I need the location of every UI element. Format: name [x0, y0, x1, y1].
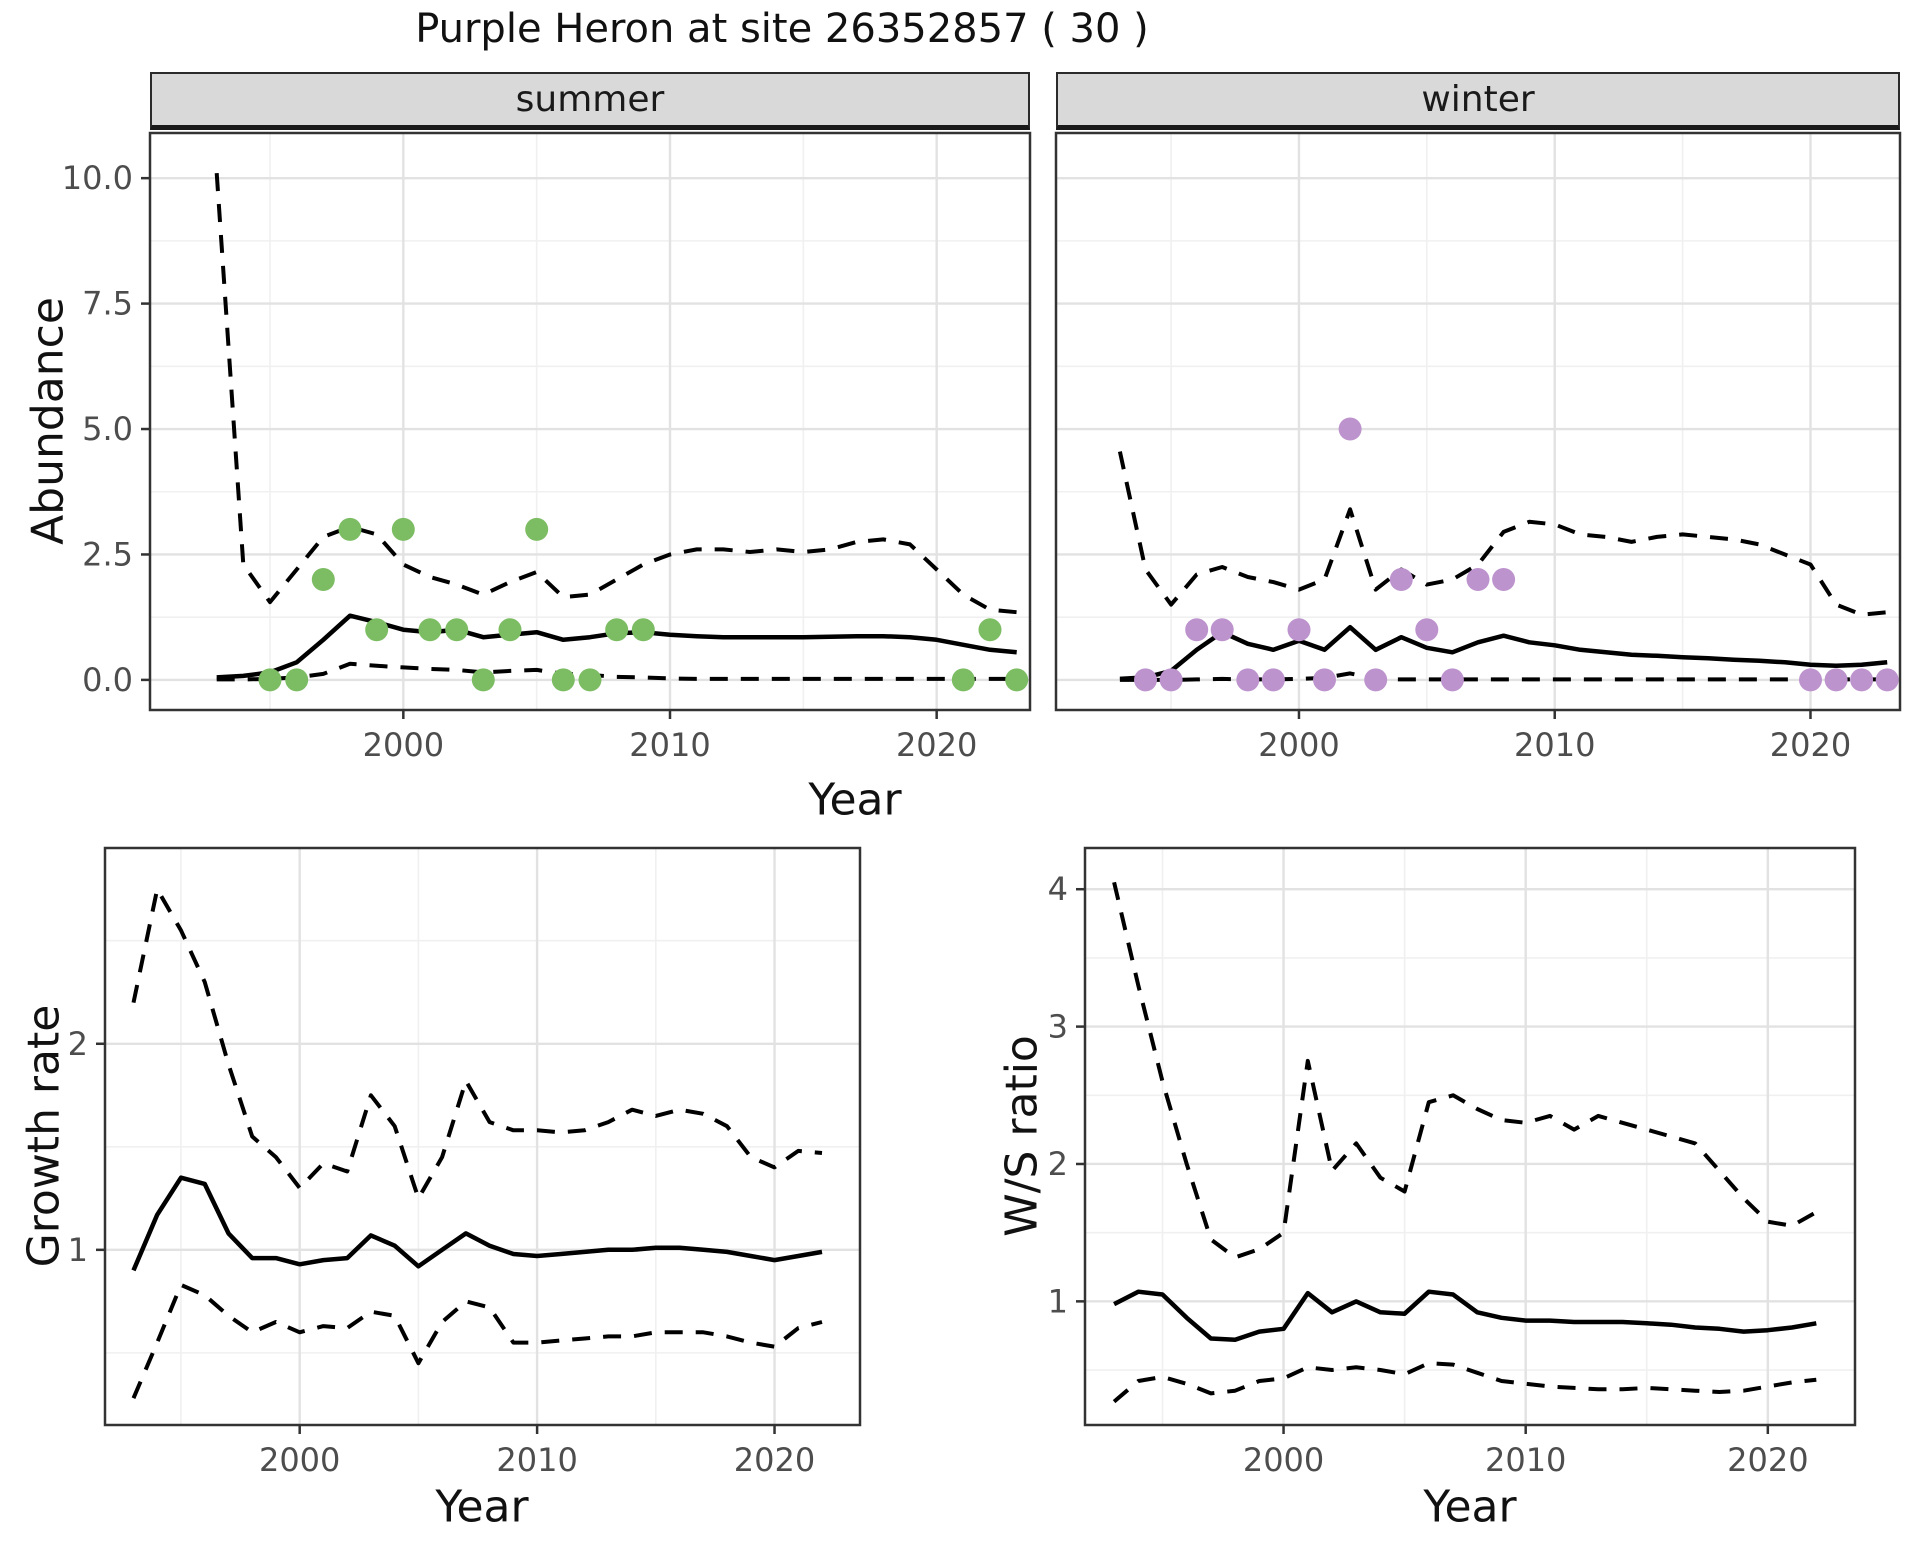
abundance_summer-upper_ci-line: [214, 172, 1017, 615]
y-tick-label: 3: [1048, 1008, 1068, 1046]
y-tick-label: 1: [1048, 1282, 1068, 1320]
observed-counts-summer: [1005, 668, 1029, 692]
x-tick-label: 2020: [734, 1441, 815, 1479]
observed-counts-winter: [1261, 668, 1285, 692]
observed-counts-winter: [1440, 668, 1464, 692]
x-tick-label: 2020: [1770, 726, 1851, 764]
ws_ratio-mean-line: [1113, 1289, 1817, 1343]
y-tick-label: 10.0: [62, 159, 133, 197]
x-tick-label: 2010: [629, 726, 710, 764]
y-tick-label: 2: [68, 1025, 88, 1063]
abundance_summer-panel-border: [148, 131, 1032, 712]
observed-counts-summer: [471, 668, 495, 692]
growth_rate-panel-border: [103, 846, 862, 1427]
observed-counts-winter: [1313, 668, 1336, 692]
x-tick-label: 2010: [1514, 726, 1595, 764]
facet-strip-summer: summer: [150, 72, 1030, 130]
x-tick-label: 2000: [1243, 1441, 1324, 1479]
observed-counts-winter: [1850, 668, 1874, 692]
figure-title: Purple Heron at site 26352857 ( 30 ): [415, 6, 1149, 52]
y-tick-label: 4: [1048, 870, 1068, 908]
observed-counts-summer: [951, 668, 975, 692]
x-tick-label: 2010: [1485, 1441, 1566, 1479]
observed-counts-winter: [1185, 618, 1209, 642]
observed-counts-summer: [285, 668, 309, 692]
x-axis-title-year-top: Year: [808, 774, 902, 826]
observed-counts-winter: [1364, 668, 1388, 692]
observed-counts-summer: [578, 668, 602, 692]
x-tick-label: 2020: [896, 726, 977, 764]
observed-counts-summer: [365, 618, 389, 642]
x-tick-label: 2000: [259, 1441, 340, 1479]
y-tick-label: 2: [1048, 1145, 1068, 1183]
ws_ratio-lower_ci-line: [1112, 1361, 1817, 1404]
observed-counts-winter: [1338, 417, 1362, 441]
observed-counts-summer: [311, 568, 335, 591]
observed-counts-winter: [1389, 568, 1413, 591]
abundance_winter-panel-bg: [1056, 133, 1900, 710]
observed-counts-summer: [391, 517, 415, 541]
y-tick-label: 7.5: [82, 285, 133, 323]
observed-counts-winter: [1210, 618, 1234, 642]
observed-counts-winter: [1236, 668, 1260, 692]
observed-counts-winter: [1415, 618, 1439, 642]
x-tick-label: 2000: [1258, 726, 1339, 764]
observed-counts-winter: [1824, 668, 1848, 692]
x-tick-label: 2010: [496, 1441, 577, 1479]
observed-counts-winter: [1287, 618, 1311, 642]
observed-counts-summer: [605, 618, 629, 642]
observed-counts-winter: [1466, 568, 1490, 591]
growth_rate-mean-line: [131, 1175, 823, 1272]
facet-strip-winter-label: winter: [1421, 79, 1535, 120]
observed-counts-summer: [978, 618, 1002, 642]
abundance_winter-mean-line: [1119, 624, 1888, 682]
abundance_winter-panel-border: [1054, 131, 1902, 712]
y-tick-label: 2.5: [82, 535, 133, 573]
observed-counts-summer: [258, 668, 282, 692]
observed-counts-winter: [1134, 668, 1157, 692]
x-axis-title-year-ws: Year: [1423, 1481, 1517, 1533]
x-axis-title-year-growth: Year: [435, 1481, 529, 1533]
observed-counts-winter: [1799, 668, 1822, 692]
abundance_summer-lower_ci-line: [216, 661, 1017, 682]
ws_ratio-panel-border: [1083, 846, 1857, 1427]
facet-strip-winter: winter: [1056, 72, 1900, 130]
abundance_winter-upper_ci-line: [1117, 451, 1888, 617]
observed-counts-summer: [338, 517, 362, 541]
observed-counts-winter: [1875, 668, 1899, 692]
x-tick-label: 2000: [363, 726, 444, 764]
observed-counts-summer: [551, 668, 575, 692]
observed-counts-winter: [1492, 568, 1516, 591]
observed-counts-summer: [525, 517, 549, 541]
y-tick-label: 1: [68, 1231, 88, 1269]
y-tick-label: 5.0: [82, 410, 133, 448]
observed-counts-summer: [418, 618, 442, 642]
observed-counts-summer: [445, 618, 469, 642]
observed-counts-summer: [498, 618, 522, 642]
growth_rate-lower_ci-line: [131, 1282, 823, 1399]
ws_ratio-panel-bg: [1085, 848, 1855, 1425]
growth_rate-panel-bg: [105, 848, 860, 1425]
observed-counts-winter: [1159, 668, 1183, 692]
y-tick-label: 0.0: [82, 661, 133, 699]
abundance_summer-panel-bg: [150, 133, 1030, 710]
observed-counts-summer: [631, 618, 655, 642]
x-tick-label: 2020: [1727, 1441, 1808, 1479]
facet-strip-summer-label: summer: [515, 79, 665, 120]
